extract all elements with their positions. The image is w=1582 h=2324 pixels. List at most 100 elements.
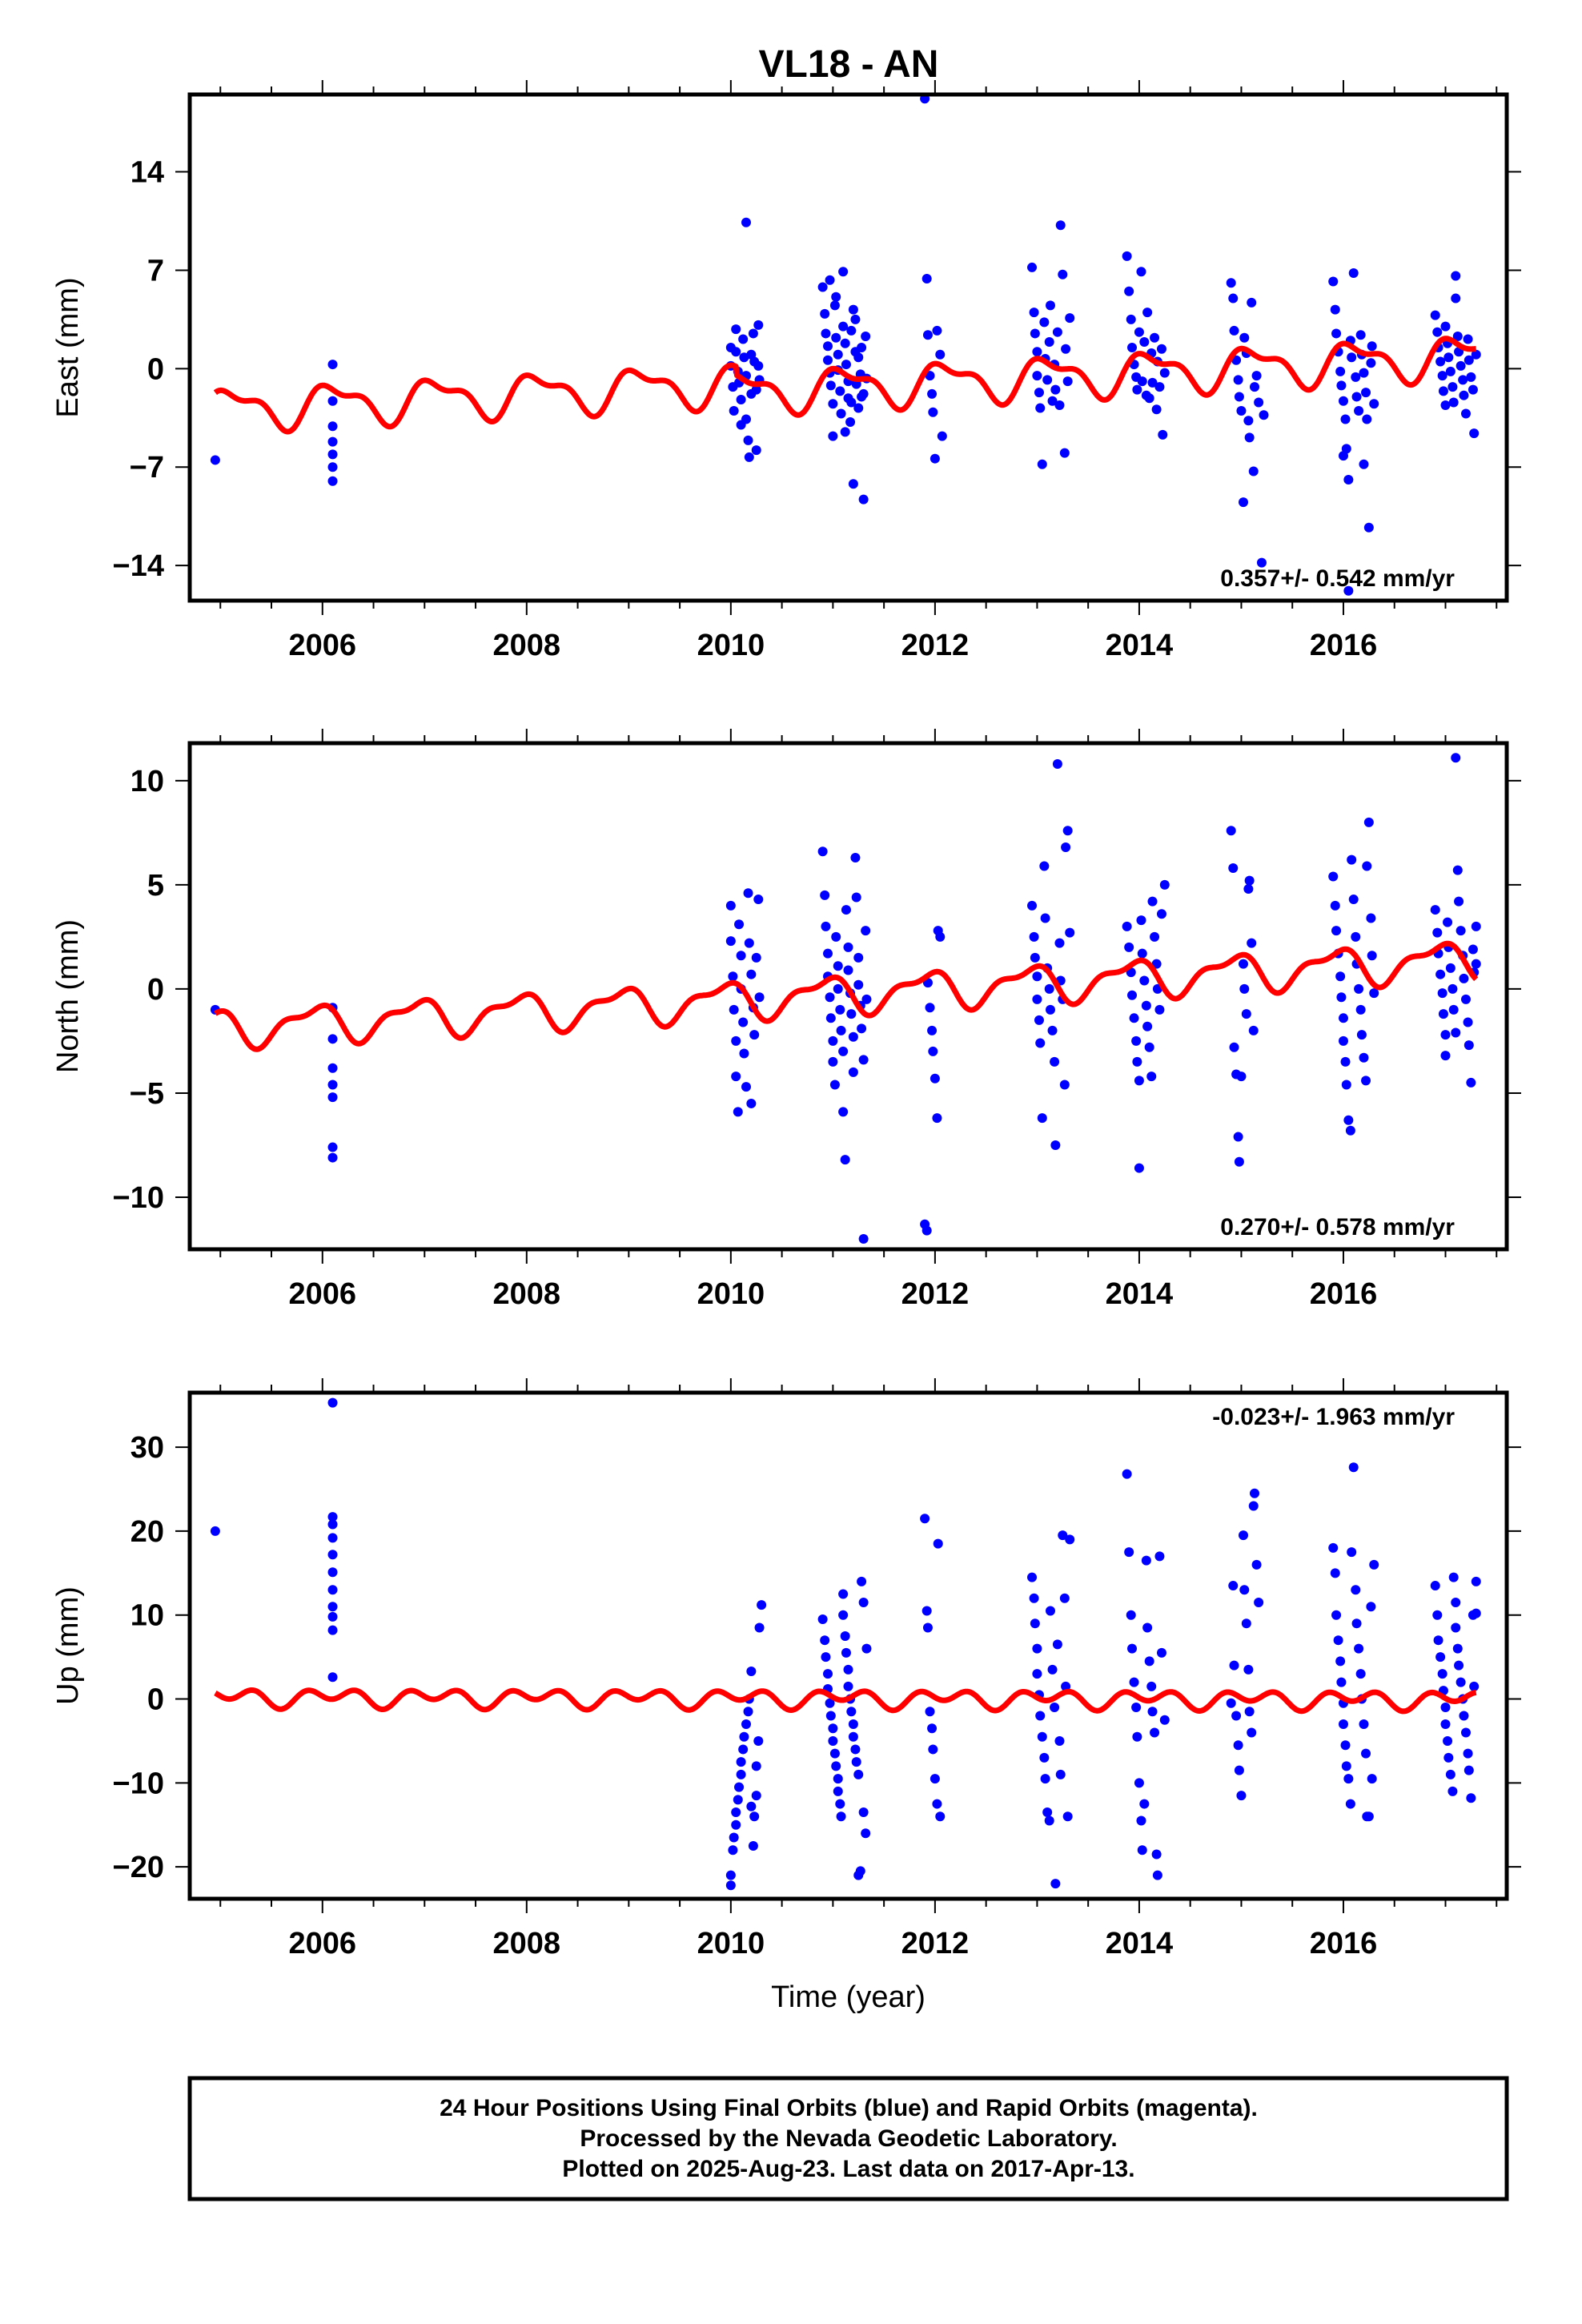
rate-label: 0.270+/- 0.578 mm/yr: [1220, 1214, 1455, 1240]
data-point: [744, 938, 754, 948]
data-point: [825, 1698, 835, 1708]
data-point: [1156, 344, 1166, 354]
data-point: [327, 396, 338, 406]
data-point: [1466, 372, 1476, 382]
data-point: [327, 1585, 338, 1595]
data-point: [1152, 1870, 1162, 1880]
data-point: [1228, 1581, 1239, 1591]
data-point: [725, 936, 736, 947]
data-point: [1448, 1004, 1459, 1015]
data-point: [1471, 1608, 1481, 1618]
data-point: [1040, 913, 1050, 923]
data-point: [848, 1031, 858, 1042]
data-point: [725, 1870, 736, 1880]
footer-line-3: Plotted on 2025-Aug-23. Last data on 201…: [562, 2156, 1134, 2182]
data-point: [848, 304, 858, 315]
data-point: [1435, 356, 1446, 367]
data-point: [1132, 1731, 1142, 1742]
data-point: [1239, 983, 1250, 994]
data-point: [1363, 817, 1374, 827]
data-point: [1359, 459, 1369, 469]
data-point: [932, 1799, 942, 1809]
data-point: [1248, 1025, 1259, 1035]
data-point: [1052, 327, 1062, 337]
data-point: [1338, 1719, 1348, 1729]
data-point: [1144, 1656, 1154, 1667]
data-point: [833, 961, 843, 971]
points-north: [210, 753, 1481, 1244]
data-point: [1335, 366, 1346, 376]
y-tick-label: 14: [130, 156, 164, 190]
data-point: [1042, 375, 1053, 385]
data-point: [1452, 865, 1463, 875]
data-point: [1330, 1568, 1340, 1578]
data-point: [1355, 330, 1366, 340]
data-point: [744, 452, 754, 462]
data-point: [1248, 466, 1259, 476]
data-point: [1044, 983, 1054, 994]
data-point: [1032, 347, 1042, 357]
data-point: [1437, 371, 1447, 381]
data-point: [851, 892, 861, 903]
data-point: [1328, 276, 1339, 287]
data-point: [1447, 983, 1458, 994]
data-point: [935, 1811, 946, 1822]
data-point: [828, 431, 838, 441]
data-point: [1045, 300, 1055, 311]
data-point: [858, 494, 869, 505]
data-point: [1443, 352, 1454, 363]
data-point: [1459, 1711, 1469, 1721]
data-point: [1124, 1547, 1134, 1558]
data-point: [861, 994, 872, 1004]
data-point: [846, 325, 857, 336]
data-point: [922, 1622, 933, 1633]
y-tick-label: 0: [147, 1683, 164, 1717]
data-point: [1331, 926, 1342, 936]
data-point: [921, 273, 932, 283]
data-point: [754, 992, 765, 1003]
data-point: [1345, 1799, 1355, 1809]
data-point: [828, 1735, 838, 1746]
data-point: [825, 1013, 836, 1023]
data-point: [1254, 1598, 1264, 1608]
y-tick-label: 10: [130, 765, 164, 798]
data-point: [930, 1774, 940, 1784]
data-point: [831, 1761, 841, 1771]
data-point: [1229, 325, 1239, 336]
data-point: [733, 1107, 743, 1117]
data-point: [1250, 1488, 1260, 1498]
data-point: [743, 435, 753, 445]
data-point: [857, 1576, 867, 1586]
data-point: [1243, 1664, 1254, 1675]
data-point: [851, 1757, 861, 1767]
data-point: [1151, 1849, 1162, 1860]
data-point: [927, 1723, 938, 1734]
y-axis-up: −20 −10 0 10 20 30: [113, 1431, 1521, 1884]
data-point: [1251, 1559, 1262, 1570]
data-point: [327, 1519, 338, 1530]
data-point: [921, 1606, 932, 1616]
x-tick-label: 2016: [1310, 1277, 1378, 1311]
data-point: [1452, 331, 1463, 341]
data-point: [1432, 327, 1443, 337]
data-point: [841, 905, 851, 915]
data-point: [1328, 871, 1339, 882]
data-point: [838, 1610, 849, 1620]
data-point: [1437, 988, 1447, 999]
data-point: [739, 1731, 749, 1742]
data-point: [920, 1514, 930, 1524]
data-point: [1137, 376, 1147, 387]
data-point: [734, 919, 745, 930]
data-point: [1137, 1845, 1147, 1856]
data-point: [835, 1799, 845, 1809]
data-point: [738, 1017, 749, 1027]
data-point: [840, 1630, 850, 1641]
data-point: [1129, 1013, 1139, 1023]
x-tick-label: 2012: [901, 1277, 970, 1311]
data-point: [1348, 895, 1359, 905]
data-point: [1432, 927, 1443, 938]
data-point: [327, 1142, 338, 1152]
data-point: [1361, 1748, 1371, 1759]
data-point: [1351, 392, 1362, 402]
